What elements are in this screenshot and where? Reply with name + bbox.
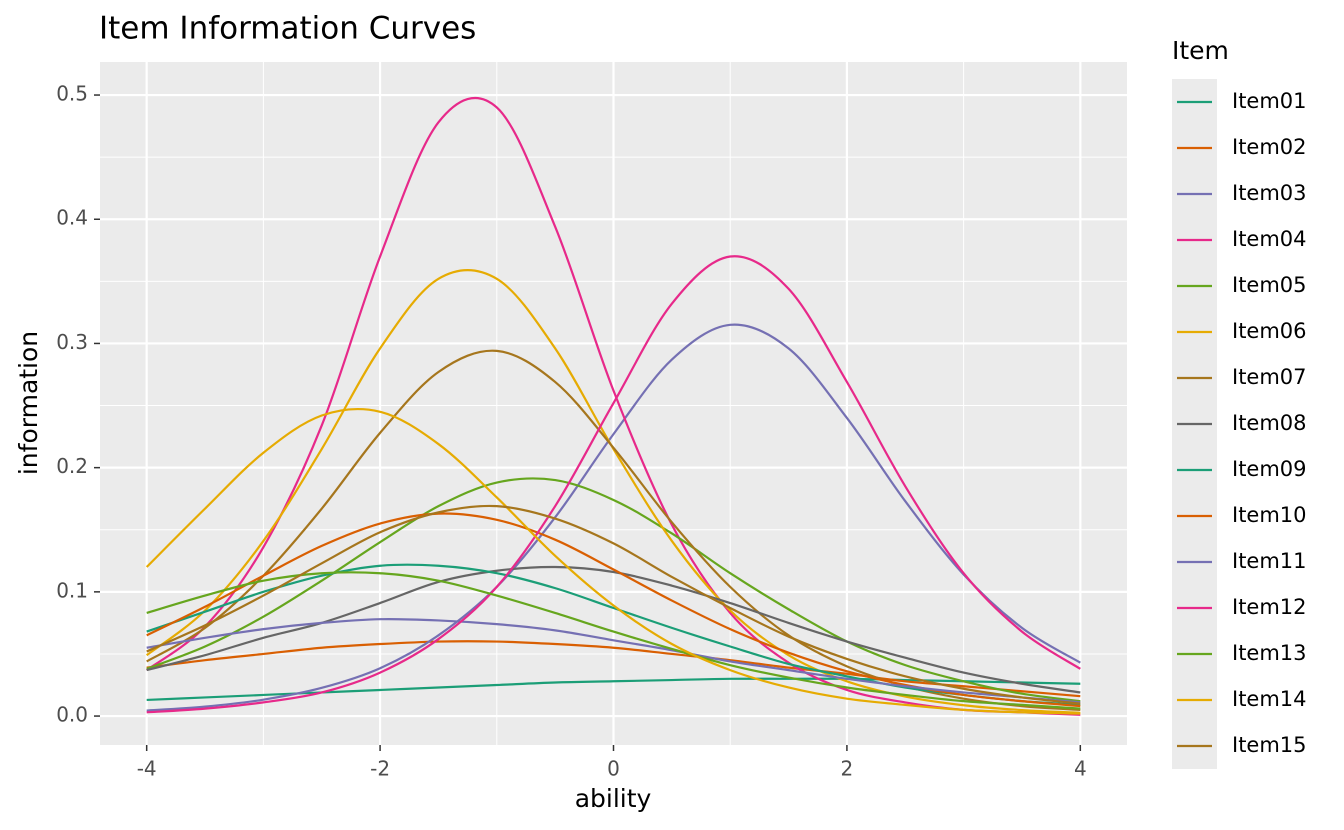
legend-label: Item15 bbox=[1232, 733, 1307, 757]
series-line bbox=[146, 563, 1081, 706]
y-tick-label: 0.4 bbox=[56, 206, 88, 230]
legend-label: Item09 bbox=[1232, 457, 1307, 481]
legend-label: Item14 bbox=[1232, 687, 1307, 711]
legend-label: Item06 bbox=[1232, 319, 1307, 343]
x-axis-title: ability bbox=[575, 784, 652, 813]
legend-label: Item04 bbox=[1232, 227, 1307, 251]
y-tick-label: 0.0 bbox=[56, 703, 88, 727]
y-axis-title: information bbox=[14, 331, 43, 475]
series-line bbox=[146, 571, 1081, 710]
legend-label: Item13 bbox=[1232, 641, 1307, 665]
series-line bbox=[146, 477, 1081, 703]
series-line bbox=[145, 407, 1081, 715]
legend-label: Item07 bbox=[1232, 365, 1307, 389]
legend-label: Item11 bbox=[1232, 549, 1307, 573]
y-tick-label: 0.2 bbox=[56, 454, 88, 478]
series-line bbox=[146, 617, 1081, 704]
legend-label: Item01 bbox=[1232, 89, 1307, 113]
legend-label: Item03 bbox=[1232, 181, 1307, 205]
chart-title: Item Information Curves bbox=[99, 11, 476, 47]
grid bbox=[100, 62, 1127, 745]
legend-label: Item05 bbox=[1232, 273, 1307, 297]
x-tick-label: 2 bbox=[841, 757, 854, 781]
y-tick-label: 0.1 bbox=[56, 578, 88, 602]
x-tick-label: -2 bbox=[370, 757, 390, 781]
legend-label: Item10 bbox=[1232, 503, 1307, 527]
series-line bbox=[146, 269, 1081, 714]
legend-label: Item02 bbox=[1232, 135, 1307, 159]
y-tick-label: 0.3 bbox=[56, 330, 88, 354]
legend-label: Item12 bbox=[1232, 595, 1307, 619]
legend-label: Item08 bbox=[1232, 411, 1307, 435]
x-tick-label: 0 bbox=[607, 757, 620, 781]
legend-title: Item bbox=[1172, 36, 1229, 65]
legend: Item01 Item02 Item03 Item04 Item05 Item06 Item… bbox=[1172, 79, 1307, 769]
x-tick-label: 4 bbox=[1074, 757, 1087, 781]
lines bbox=[145, 96, 1081, 716]
series-line bbox=[146, 504, 1081, 705]
x-tick-label: -4 bbox=[137, 757, 157, 781]
series-line bbox=[146, 96, 1081, 716]
series-line bbox=[146, 255, 1081, 714]
series-line bbox=[146, 565, 1081, 694]
series-line bbox=[146, 640, 1081, 698]
y-tick-label: 0.5 bbox=[56, 82, 88, 106]
